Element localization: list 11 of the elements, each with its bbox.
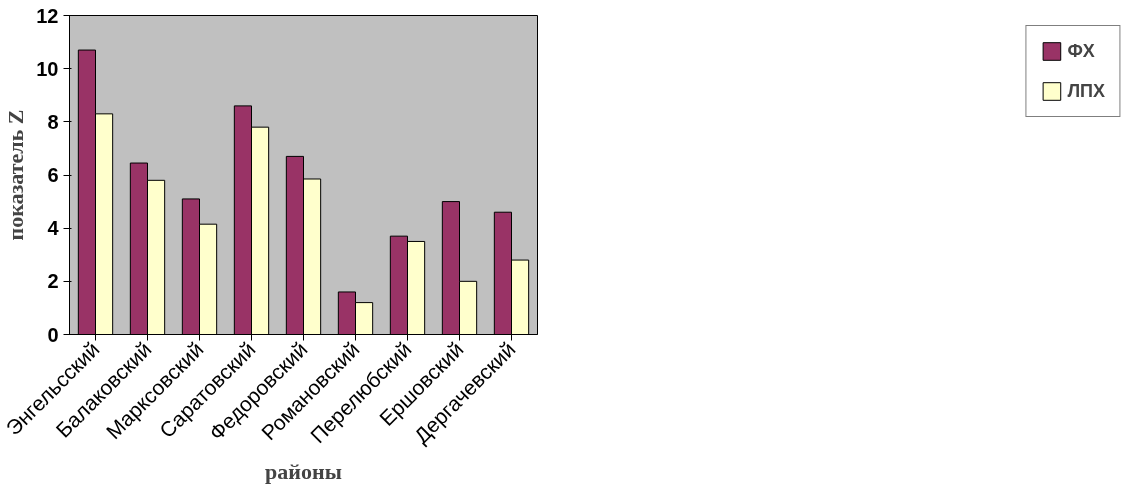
legend-label: ФХ [1067, 40, 1095, 62]
y-tick-label: 6 [47, 164, 59, 186]
y-tick-label: 0 [47, 323, 59, 346]
y-tick-label: 10 [36, 57, 59, 80]
y-tick-label: 4 [47, 217, 60, 240]
legend-label: ЛПХ [1067, 80, 1105, 102]
x-axis-title: районы [265, 458, 342, 484]
y-axis-title: показатель Z [3, 109, 29, 241]
y-tick-label: 2 [47, 270, 59, 293]
y-tick-label: 8 [47, 110, 59, 133]
y-tick-label: 12 [36, 4, 59, 27]
